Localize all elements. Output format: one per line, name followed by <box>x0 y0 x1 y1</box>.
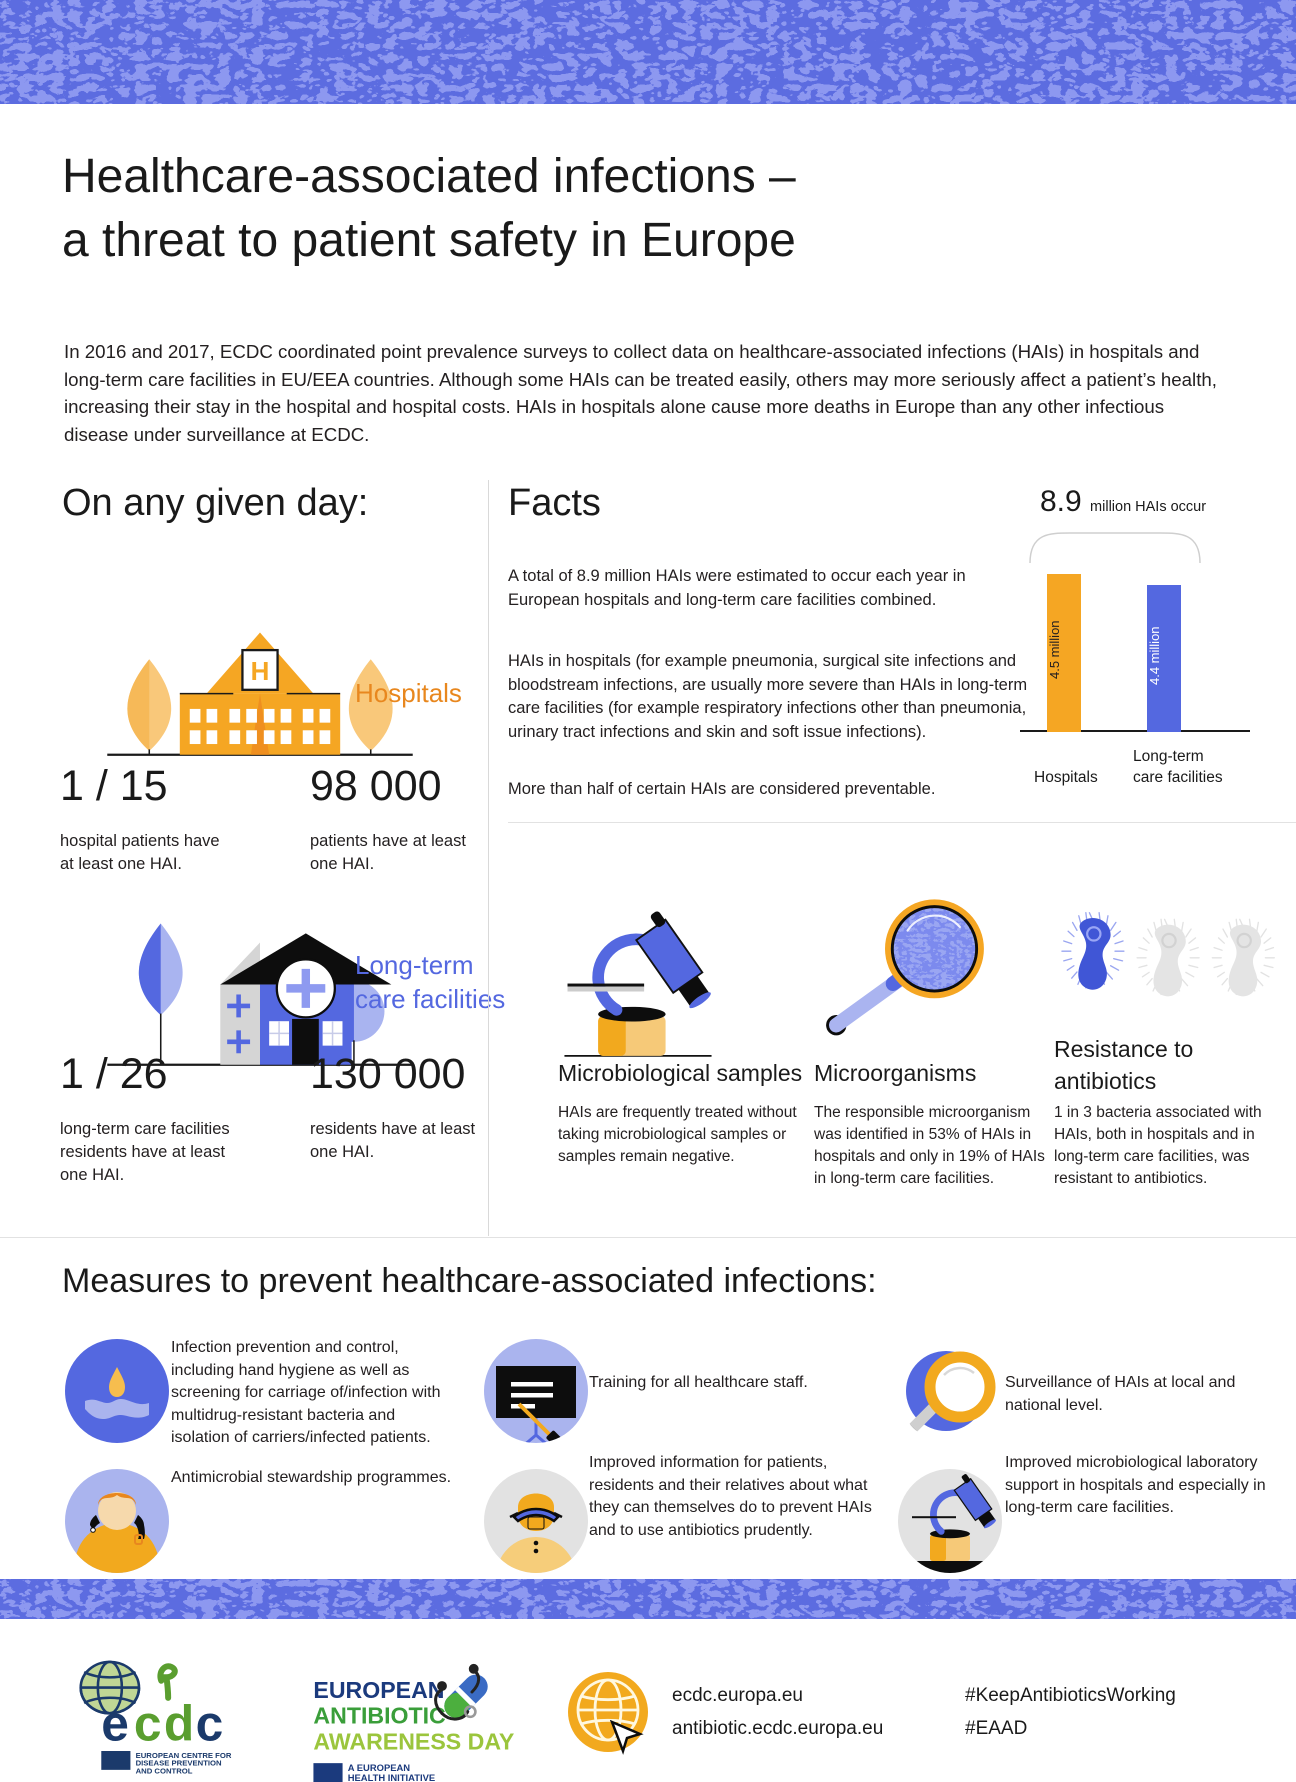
svg-text:AWARENESS DAY: AWARENESS DAY <box>313 1728 514 1754</box>
svg-text:EUROPEAN: EUROPEAN <box>313 1677 444 1703</box>
svg-text:H: H <box>251 656 270 686</box>
svg-text:c: c <box>196 1696 224 1752</box>
svg-text:e: e <box>101 1696 129 1752</box>
svg-text:HEALTH INITIATIVE: HEALTH INITIATIVE <box>348 1772 435 1782</box>
svg-text:d: d <box>164 1696 194 1752</box>
svg-text:ANTIBIOTIC: ANTIBIOTIC <box>313 1703 446 1729</box>
svg-text:A EUROPEAN: A EUROPEAN <box>348 1762 411 1773</box>
svg-text:c: c <box>134 1696 162 1752</box>
svg-text:AND CONTROL: AND CONTROL <box>136 1766 193 1775</box>
